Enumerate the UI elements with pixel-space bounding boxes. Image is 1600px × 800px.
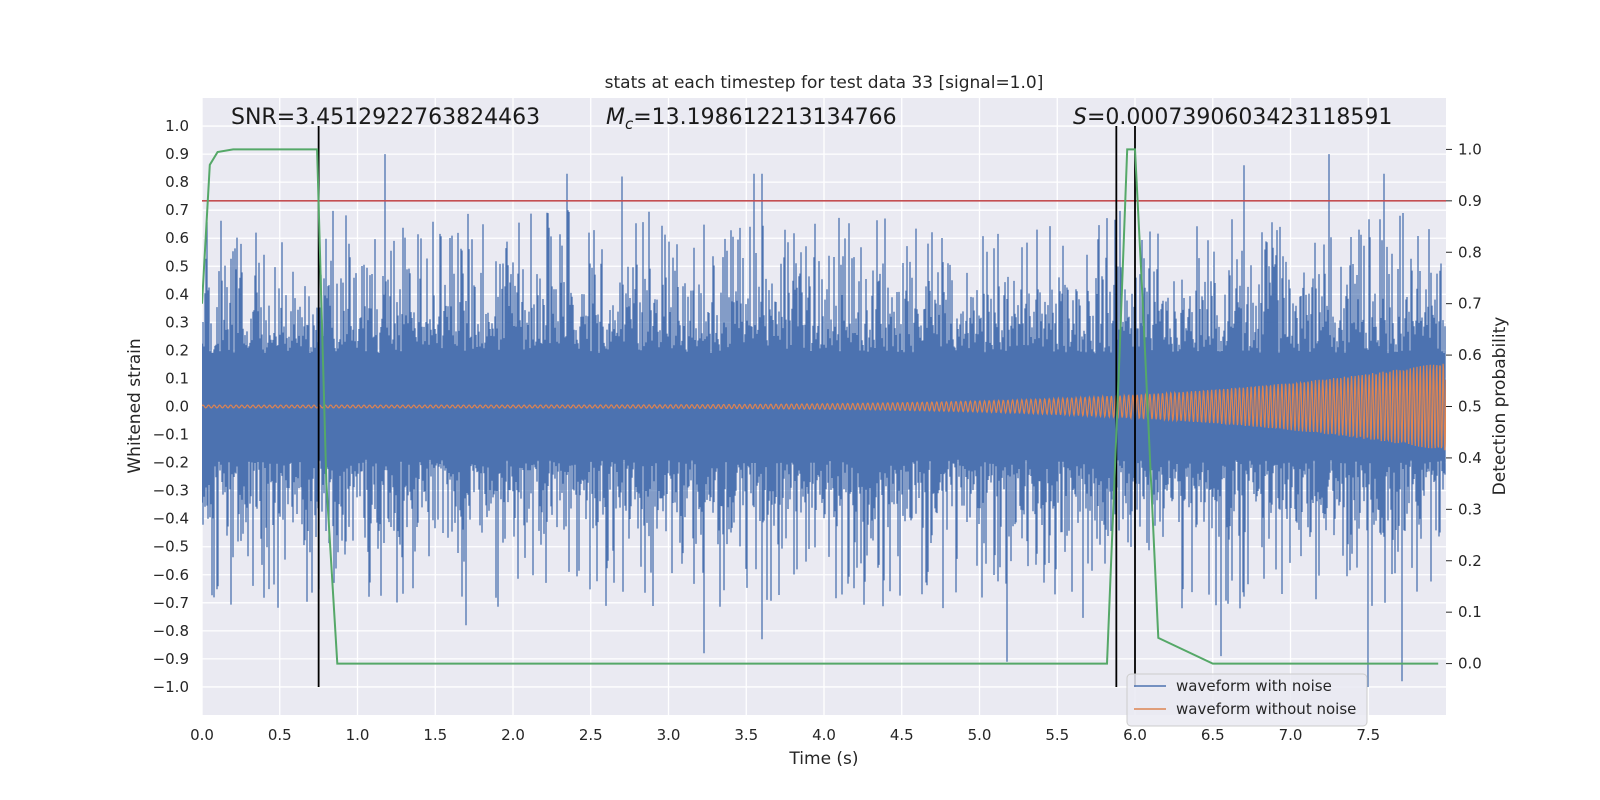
y-tick-label: −1.0 (153, 678, 189, 696)
y2-tick-label: 0.0 (1458, 655, 1482, 673)
x-tick-label: 3.0 (657, 726, 681, 744)
y2-tick-label: 0.6 (1458, 346, 1482, 364)
x-tick-label: 4.5 (890, 726, 914, 744)
y2-tick-label: 0.7 (1458, 295, 1482, 313)
x-axis-ticks: 0.0 0.5 1.0 1.5 2.0 2.5 3.0 3.5 4.0 4.5 5.0 5.5 6.0 6… (190, 726, 1380, 744)
y2-tick-label: 0.1 (1458, 603, 1482, 621)
y-tick-label: 0.2 (165, 341, 189, 359)
chirp-mass-subscript: c (625, 115, 634, 133)
y2-tick-label: 0.5 (1458, 398, 1482, 416)
x-tick-label: 1.5 (423, 726, 447, 744)
legend-label-noise: waveform with noise (1176, 677, 1332, 695)
y-tick-label: −0.9 (153, 650, 189, 668)
x-tick-label: 4.0 (812, 726, 836, 744)
y2-tick-label: 0.8 (1458, 243, 1482, 261)
waveform-without-noise-series (202, 363, 1446, 451)
y-tick-label: −0.8 (153, 622, 189, 640)
y-tick-label: −0.4 (153, 510, 189, 528)
s-value: =0.0007390603423118591 (1087, 105, 1392, 130)
y-tick-label: 0.0 (165, 398, 189, 416)
y2-tick-label: 0.9 (1458, 192, 1482, 210)
chirp-mass-symbol: M (606, 105, 625, 130)
y-tick-label: 1.0 (165, 117, 189, 135)
x-tick-label: 7.0 (1279, 726, 1303, 744)
x-tick-label: 0.0 (190, 726, 214, 744)
y-tick-label: −0.1 (153, 426, 189, 444)
x-tick-label: 5.0 (968, 726, 992, 744)
x-tick-label: 0.5 (268, 726, 292, 744)
s-annotation: S=0.0007390603423118591 (1073, 105, 1392, 130)
y2-tick-label: 0.2 (1458, 552, 1482, 570)
x-tick-label: 2.0 (501, 726, 525, 744)
y2-tick-label: 0.3 (1458, 500, 1482, 518)
y-tick-label: 0.5 (165, 257, 189, 275)
y-tick-label: −0.5 (153, 538, 189, 556)
y2-tick-label: 1.0 (1458, 140, 1482, 158)
s-symbol: S (1073, 105, 1087, 130)
y2-axis-ticks: 1.0 0.9 0.8 0.7 0.6 0.5 0.4 0.3 0.2 0.1 0.0 (1446, 140, 1482, 673)
x-tick-label: 5.5 (1045, 726, 1069, 744)
y-tick-label: 0.8 (165, 173, 189, 191)
y-tick-label: 0.3 (165, 313, 189, 331)
x-tick-label: 6.5 (1201, 726, 1225, 744)
legend-label-clean: waveform without noise (1176, 700, 1356, 718)
y-tick-label: −0.3 (153, 482, 189, 500)
legend: waveform with noise waveform without noi… (1126, 673, 1368, 727)
x-tick-label: 3.5 (734, 726, 758, 744)
y-tick-label: −0.6 (153, 566, 189, 584)
chirp-mass-annotation: Mc=13.198612213134766 (606, 105, 897, 133)
y-tick-label: −0.7 (153, 594, 189, 612)
x-axis-label: Time (s) (788, 749, 858, 769)
y-tick-label: 0.4 (165, 285, 189, 303)
chart-title: stats at each timestep for test data 33 … (605, 73, 1044, 93)
y-tick-label: 0.9 (165, 145, 189, 163)
y-tick-label: 0.1 (165, 369, 189, 387)
y2-tick-label: 0.4 (1458, 449, 1482, 467)
y2-axis-label: Detection probability (1490, 317, 1510, 496)
y-tick-label: 0.7 (165, 201, 189, 219)
y-tick-label: −0.2 (153, 454, 189, 472)
y-tick-label: 0.6 (165, 229, 189, 247)
x-tick-label: 6.0 (1123, 726, 1147, 744)
x-tick-label: 2.5 (579, 726, 603, 744)
legend-box (1126, 673, 1368, 727)
detection-probability-series (202, 148, 1439, 665)
y-axis-label: Whitened strain (125, 338, 145, 473)
detection-probability-line (202, 148, 1439, 665)
x-tick-label: 7.5 (1356, 726, 1380, 744)
x-tick-label: 1.0 (346, 726, 370, 744)
y-axis-ticks: 1.0 0.9 0.8 0.7 0.6 0.5 0.4 0.3 0.2 0.1 0.0 −0.1 −0.… (153, 117, 189, 696)
clean-waveform-path (202, 363, 1446, 451)
chirp-mass-value: =13.198612213134766 (633, 105, 896, 130)
snr-annotation: SNR=3.4512922763824463 (231, 105, 540, 130)
